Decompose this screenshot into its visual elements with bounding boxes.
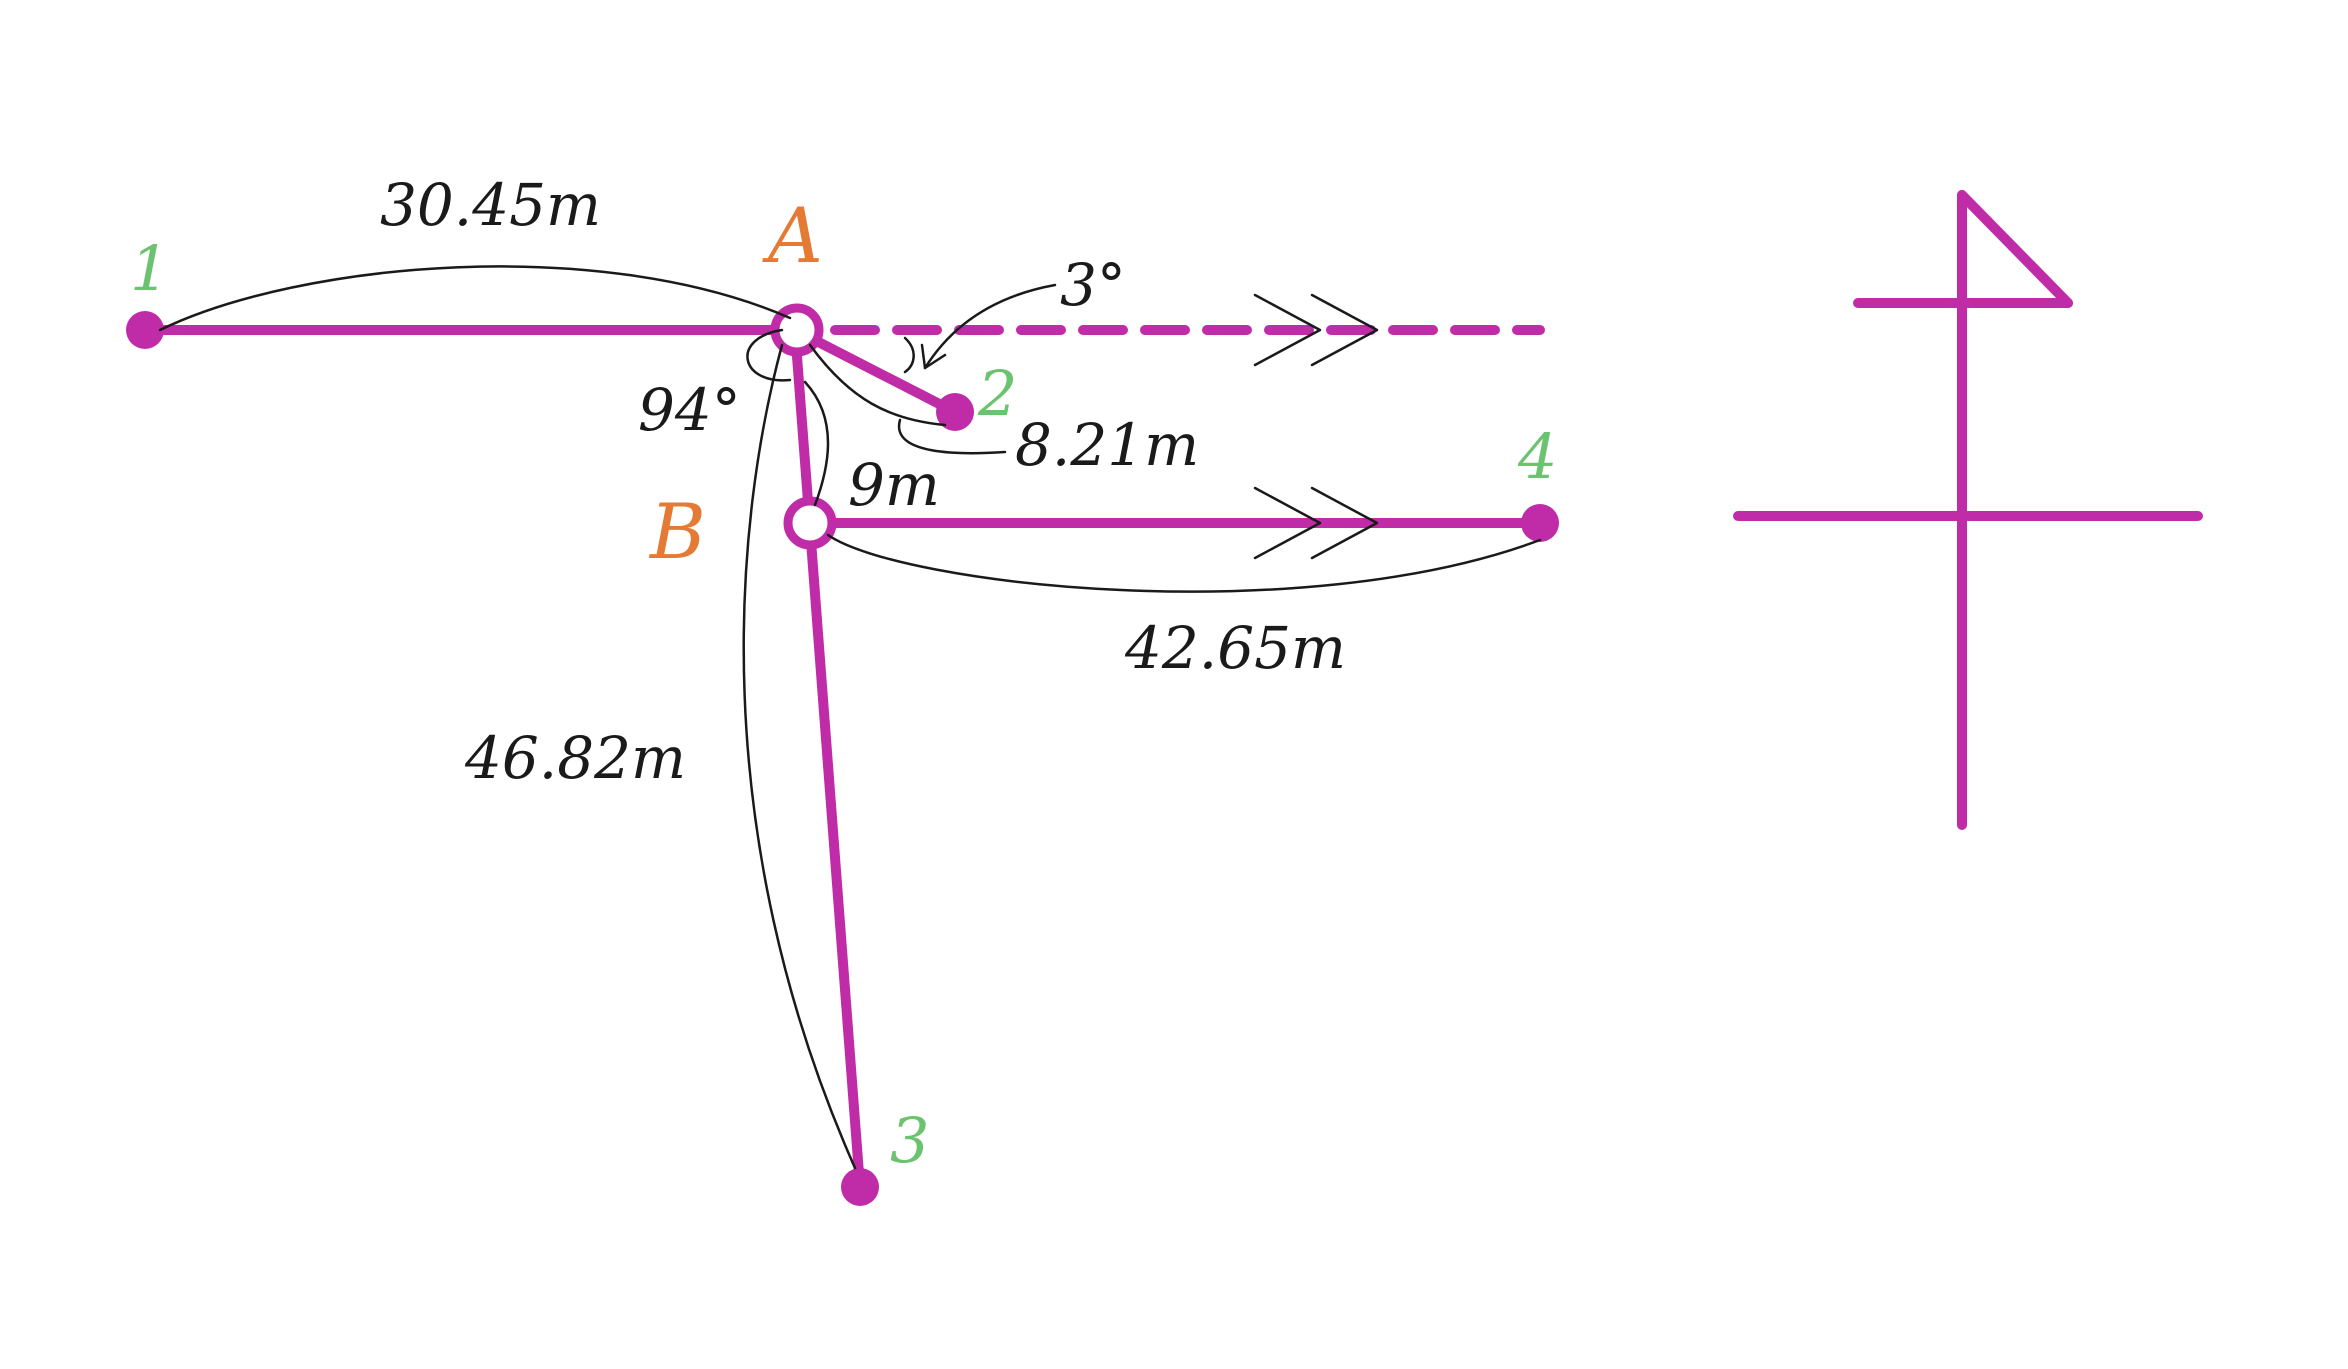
arc-A-to-2: [808, 343, 947, 427]
angle-3-label: 3°: [1060, 251, 1126, 319]
points: [126, 303, 1559, 1206]
chevron-icon: [1253, 486, 1322, 560]
line-sketch-icon: [1733, 190, 2203, 830]
node-A-marker: [770, 303, 824, 357]
angle-94-label: 94°: [638, 376, 741, 444]
line-A-to-2: [790, 325, 960, 417]
point-1-marker: [126, 311, 164, 349]
measure-1-to-A: 30.45m: [380, 171, 601, 239]
measure-A-to-B: 9m: [848, 451, 940, 519]
line-A-to-3: [790, 325, 865, 1192]
arc-angle-94: [746, 328, 792, 382]
arrowhead-icon: [920, 343, 947, 370]
point-2-label: 2: [977, 357, 1017, 430]
labels: 1 2 3 4 A B 30.45m 8.21m 46.82m 42.65m 9…: [130, 171, 1557, 1177]
parallel-marks: [1253, 293, 1379, 560]
arc-A-to-B: [803, 380, 830, 507]
arc-B-to-4: [826, 533, 1542, 593]
measure-B-to-4: 42.65m: [1124, 614, 1346, 682]
measure-A-to-3: 46.82m: [464, 724, 686, 792]
chevron-icon: [1253, 293, 1322, 367]
pointer-angle-3: [923, 283, 1057, 370]
point-1-label: 1: [130, 232, 169, 305]
measurement-arcs: [158, 265, 1542, 1170]
node-B-marker: [783, 496, 837, 550]
node-A-label: A: [762, 191, 823, 280]
measure-A-to-2: 8.21m: [1015, 411, 1199, 479]
point-3-marker: [841, 1168, 879, 1206]
arc-A-to-3: [742, 343, 857, 1170]
point-2-marker: [936, 393, 974, 431]
point-4-marker: [1521, 504, 1559, 542]
arc-1-to-A: [158, 265, 792, 332]
arc-angle-3: [903, 336, 915, 374]
node-B-label: B: [648, 487, 706, 576]
pointer-8-21m: [897, 418, 1007, 455]
network-lines: [140, 325, 1545, 1192]
chevron-icon: [1310, 293, 1379, 367]
chevron-icon: [1310, 486, 1379, 560]
point-4-label: 4: [1517, 420, 1557, 493]
point-3-label: 3: [890, 1104, 929, 1177]
